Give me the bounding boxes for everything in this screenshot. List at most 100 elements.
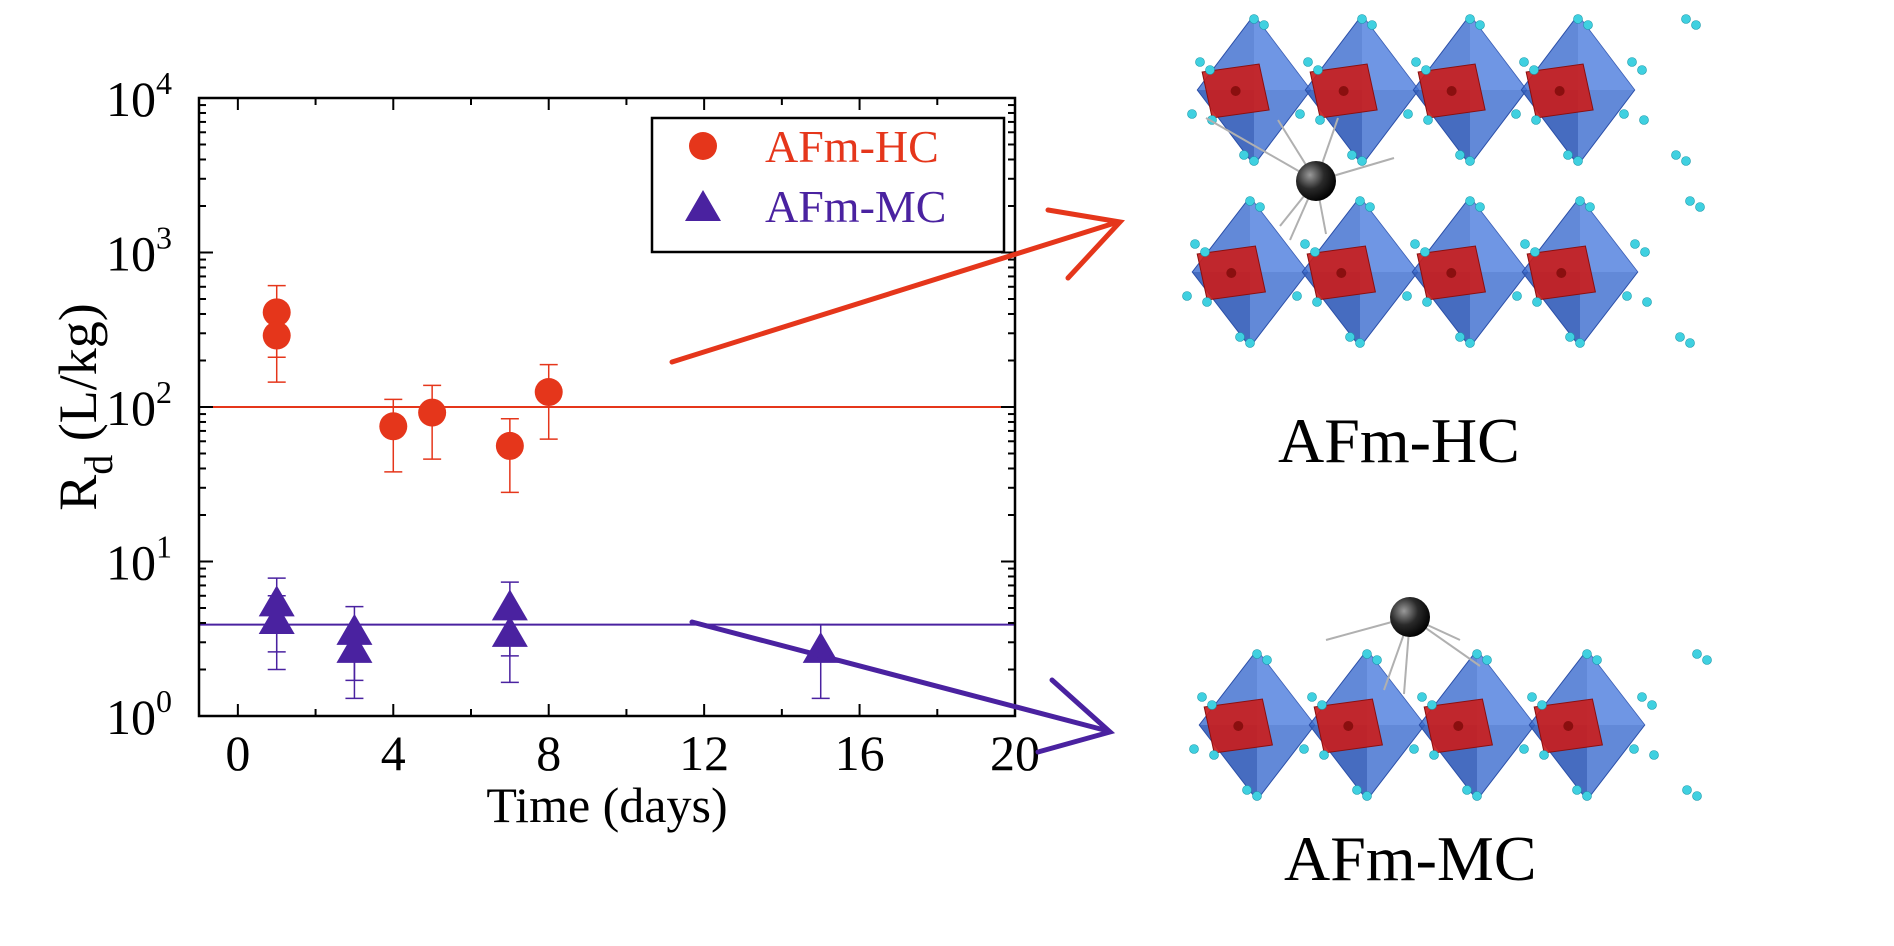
axis-ticks bbox=[199, 97, 1016, 717]
cyan-atom bbox=[1575, 196, 1585, 206]
average-lines bbox=[199, 406, 1015, 626]
cyan-atom bbox=[1189, 744, 1199, 754]
cyan-atom bbox=[1691, 20, 1701, 30]
cyan-atom bbox=[1695, 202, 1705, 212]
y-tick-label: 102 bbox=[106, 374, 172, 436]
cyan-atom bbox=[1200, 247, 1210, 257]
cyan-atom bbox=[1239, 150, 1249, 160]
afm-hc-structure-image bbox=[1182, 14, 1705, 348]
octahedron-facet bbox=[1367, 650, 1425, 725]
central-atom bbox=[1343, 721, 1354, 731]
cyan-atom bbox=[1539, 750, 1549, 760]
cyan-atom bbox=[1482, 655, 1492, 665]
afm-mc-structure-image bbox=[1189, 597, 1712, 801]
central-atom bbox=[1556, 268, 1567, 278]
central-atom bbox=[1446, 86, 1457, 96]
cyan-atom bbox=[1319, 750, 1329, 760]
central-atom bbox=[1233, 721, 1244, 731]
cyan-atom bbox=[1681, 14, 1691, 24]
cyan-atom bbox=[1245, 196, 1255, 206]
octahedron-facet bbox=[1360, 197, 1418, 272]
cyan-atom bbox=[1537, 700, 1547, 710]
cyan-atom bbox=[1622, 291, 1632, 301]
legend-label-afm-hc: AFm-HC bbox=[765, 121, 939, 172]
y-axis-label: Rd (L/kg) bbox=[48, 303, 121, 510]
cyan-atom bbox=[1242, 785, 1252, 795]
cyan-atom bbox=[1583, 20, 1593, 30]
cyan-atom bbox=[1563, 150, 1573, 160]
data-point-afm-hc bbox=[262, 321, 291, 350]
cyan-atom bbox=[1355, 338, 1365, 348]
octahedron-facet bbox=[1250, 197, 1308, 272]
cyan-atom bbox=[1531, 115, 1541, 125]
cyan-atom bbox=[1312, 297, 1322, 307]
cyan-atom bbox=[1671, 150, 1681, 160]
y-tick-label: 101 bbox=[106, 529, 172, 591]
cyan-atom bbox=[1245, 338, 1255, 348]
data-point-afm-mc bbox=[258, 602, 295, 634]
cyan-atom bbox=[1355, 196, 1365, 206]
data-point-afm-hc bbox=[262, 298, 291, 327]
cyan-atom bbox=[1519, 744, 1529, 754]
cyan-atom bbox=[1573, 156, 1583, 166]
cyan-atom bbox=[1403, 109, 1413, 119]
cyan-atom bbox=[1252, 649, 1262, 659]
data-point-afm-mc bbox=[336, 613, 373, 645]
cyan-atom bbox=[1582, 791, 1592, 801]
cyan-atom bbox=[1429, 750, 1439, 760]
cyan-atom bbox=[1357, 14, 1367, 24]
cyan-atom bbox=[1252, 791, 1262, 801]
cyan-atom bbox=[1630, 239, 1640, 249]
cyan-atom bbox=[1197, 692, 1207, 702]
cyan-atom bbox=[1465, 338, 1475, 348]
cyan-atom bbox=[1465, 196, 1475, 206]
cyan-atom bbox=[1207, 700, 1217, 710]
y-tick-label: 104 bbox=[106, 65, 172, 127]
cyan-atom bbox=[1585, 202, 1595, 212]
cyan-atom bbox=[1675, 332, 1685, 342]
cyan-atom bbox=[1565, 332, 1575, 342]
cyan-atom bbox=[1402, 291, 1412, 301]
cyan-atom bbox=[1352, 785, 1362, 795]
x-tick-label: 12 bbox=[679, 725, 729, 781]
cyan-atom bbox=[1259, 20, 1269, 30]
data-markers bbox=[258, 298, 839, 663]
chart: 0 4 8 12 16 20 100 101 102 103 104 Time (days) Rd… bbox=[48, 65, 1040, 833]
legend-marker-afm-hc bbox=[689, 132, 717, 160]
cyan-atom bbox=[1195, 57, 1205, 67]
cyan-atom bbox=[1299, 744, 1309, 754]
cyan-atom bbox=[1295, 109, 1305, 119]
cyan-atom bbox=[1627, 57, 1637, 67]
cyan-atom bbox=[1292, 291, 1302, 301]
cyan-atom bbox=[1303, 57, 1313, 67]
cyan-atom bbox=[1190, 239, 1200, 249]
cyan-atom bbox=[1255, 202, 1265, 212]
central-atom bbox=[1446, 268, 1457, 278]
data-point-afm-mc bbox=[258, 585, 295, 617]
cyan-atom bbox=[1187, 109, 1197, 119]
legend-marker-afm-mc bbox=[685, 190, 721, 221]
cyan-atom bbox=[1475, 202, 1485, 212]
cyan-atom bbox=[1639, 115, 1649, 125]
cyan-atom bbox=[1420, 247, 1430, 257]
cyan-atom bbox=[1262, 655, 1272, 665]
cyan-atom bbox=[1205, 65, 1215, 75]
cyan-atom bbox=[1411, 57, 1421, 67]
cyan-atom bbox=[1455, 150, 1465, 160]
cyan-atom bbox=[1347, 150, 1357, 160]
cyan-atom bbox=[1300, 239, 1310, 249]
data-point-afm-hc bbox=[495, 431, 524, 460]
cyan-atom bbox=[1345, 332, 1355, 342]
cyan-atom bbox=[1423, 115, 1433, 125]
cyan-atom bbox=[1642, 297, 1652, 307]
cyan-atom bbox=[1202, 297, 1212, 307]
x-tick-label: 4 bbox=[381, 725, 406, 781]
cyan-atom bbox=[1629, 744, 1639, 754]
octahedron-facet bbox=[1257, 650, 1315, 725]
cyan-atom bbox=[1640, 247, 1650, 257]
cyan-atom bbox=[1249, 14, 1259, 24]
cyan-atom bbox=[1372, 655, 1382, 665]
y-tick-label: 100 bbox=[106, 683, 172, 745]
cyan-atom bbox=[1575, 338, 1585, 348]
